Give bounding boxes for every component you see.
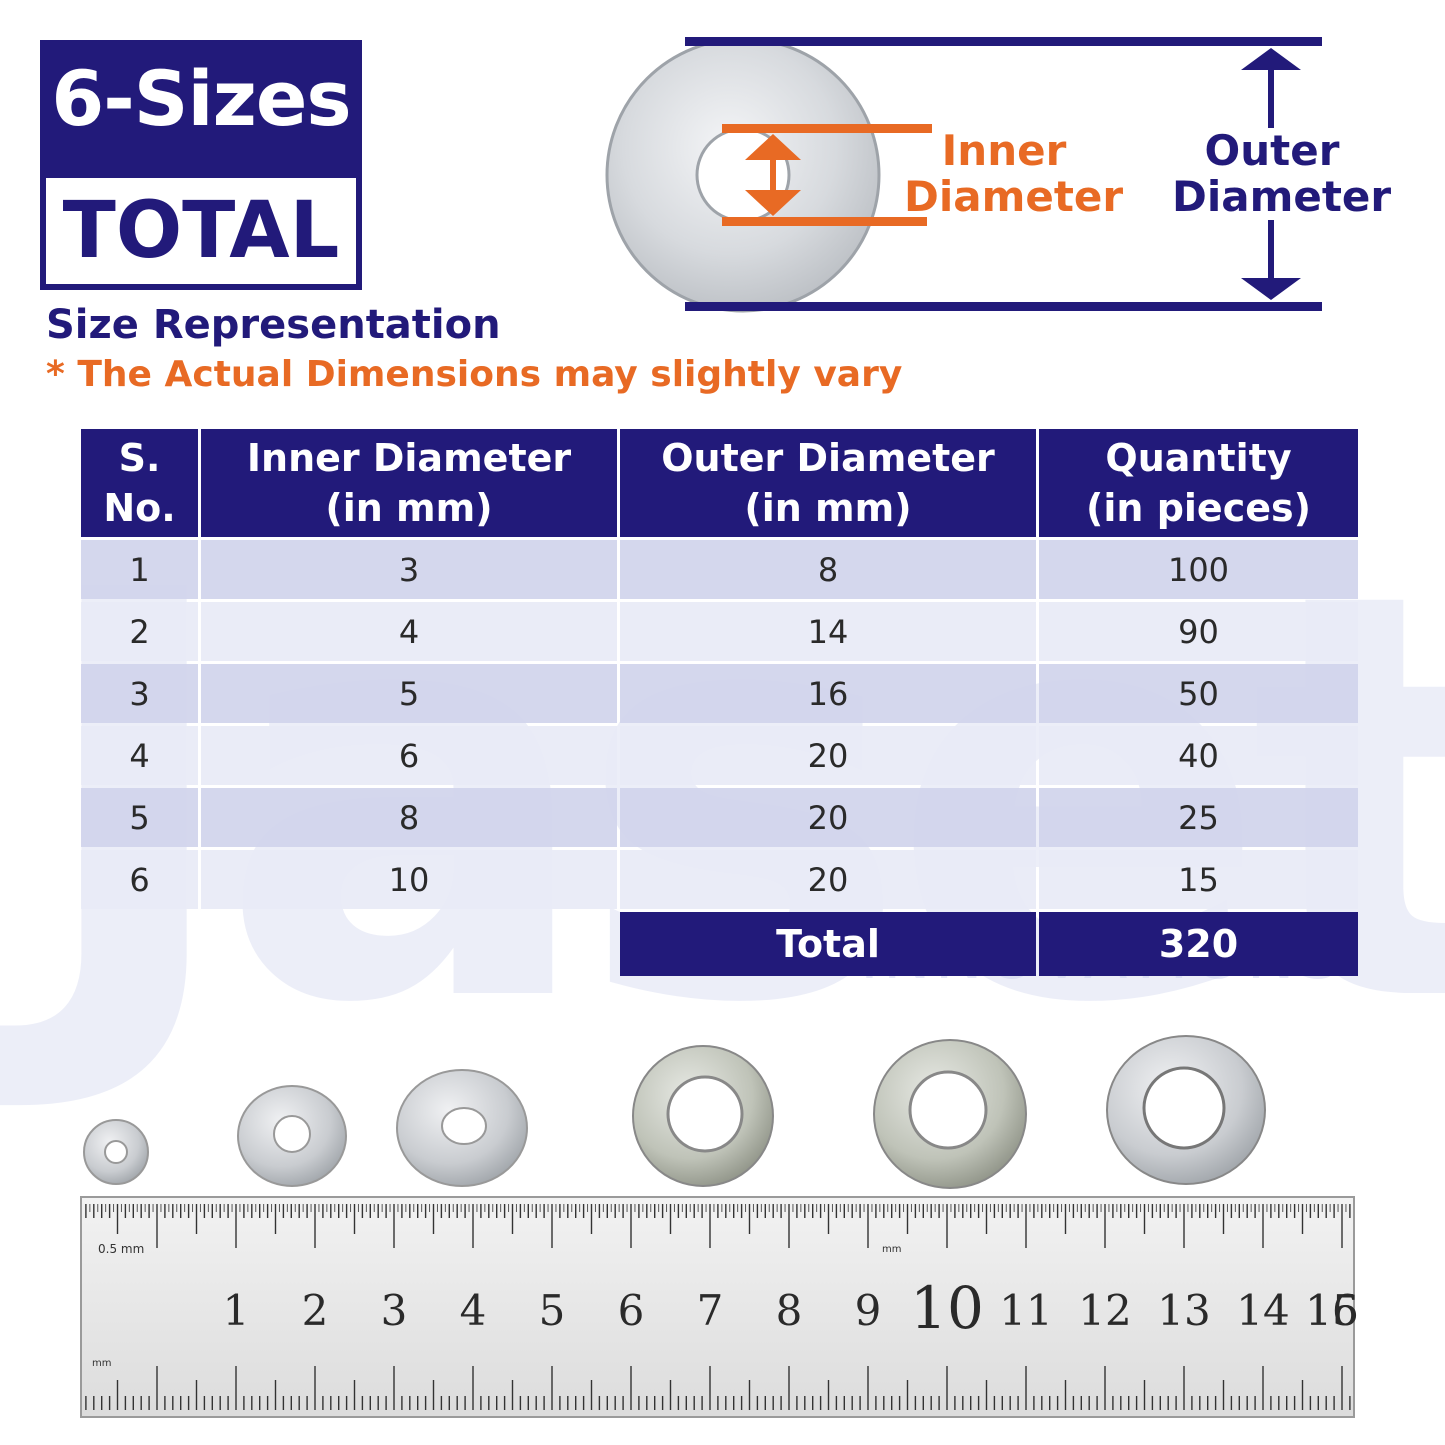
disclaimer-note: * The Actual Dimensions may slightly var… bbox=[46, 354, 903, 395]
sizes-badge: 6-Sizes TOTAL bbox=[40, 40, 362, 290]
ruler-ticks bbox=[85, 1204, 1351, 1410]
cell-inner: 5 bbox=[201, 664, 617, 723]
ruler-number: 11 bbox=[999, 1286, 1053, 1335]
total-blank bbox=[81, 912, 198, 976]
table-header-row: S. No. Inner Diameter (in mm) Outer Diamet… bbox=[81, 429, 1358, 537]
ruler-mm-label-bottom: mm bbox=[92, 1358, 112, 1369]
cell-serial: 3 bbox=[81, 664, 198, 723]
header-serial: S. No. bbox=[81, 429, 198, 537]
header-outer-line2: (in mm) bbox=[744, 486, 912, 530]
table-row: 3 5 16 50 bbox=[81, 664, 1358, 723]
header-inner-diameter: Inner Diameter (in mm) bbox=[201, 429, 617, 537]
inner-arrow bbox=[745, 134, 801, 216]
table-total-row: Total 320 bbox=[81, 912, 1358, 976]
inner-diameter-label: Inner Diameter bbox=[904, 126, 1124, 221]
size-representation-heading: Size Representation bbox=[46, 302, 501, 348]
badge-top-text: 6-Sizes bbox=[51, 54, 351, 143]
cell-outer: 20 bbox=[620, 850, 1036, 909]
inner-label-line2: Diameter bbox=[904, 172, 1124, 221]
washer-size-5 bbox=[873, 1039, 1027, 1189]
cell-quantity: 90 bbox=[1039, 602, 1358, 661]
table-row: 2 4 14 90 bbox=[81, 602, 1358, 661]
cell-inner: 8 bbox=[201, 788, 617, 847]
header-serial-line2: No. bbox=[103, 486, 176, 530]
header-inner-line1: Inner Diameter bbox=[246, 436, 572, 480]
header-qty-line1: Quantity bbox=[1105, 436, 1292, 480]
outer-diameter-label: Outer Diameter bbox=[1172, 126, 1392, 221]
outer-bottom-line bbox=[685, 302, 1322, 311]
cell-quantity: 25 bbox=[1039, 788, 1358, 847]
header-outer-line1: Outer Diameter bbox=[661, 436, 995, 480]
washer-diagram bbox=[605, 37, 1322, 313]
outer-label-line1: Outer bbox=[1204, 126, 1340, 175]
cell-quantity: 40 bbox=[1039, 726, 1358, 785]
cell-serial: 4 bbox=[81, 726, 198, 785]
ruler-small-label: 0.5 mm bbox=[98, 1242, 145, 1256]
header-serial-line1: S. bbox=[118, 436, 161, 480]
ruler-number: 5 bbox=[538, 1286, 566, 1335]
cell-outer: 8 bbox=[620, 540, 1036, 599]
ruler-number: 6 bbox=[617, 1286, 645, 1335]
washer-size-2 bbox=[237, 1085, 347, 1187]
washer-size-4 bbox=[632, 1045, 774, 1187]
washer-size-6 bbox=[1106, 1035, 1266, 1185]
table-row: 1 3 8 100 bbox=[81, 540, 1358, 599]
header-qty-line2: (in pieces) bbox=[1086, 486, 1311, 530]
ruler-number: 8 bbox=[775, 1286, 803, 1335]
total-value: 320 bbox=[1039, 912, 1358, 976]
ruler-number: 12 bbox=[1078, 1286, 1132, 1335]
cell-inner: 4 bbox=[201, 602, 617, 661]
cell-serial: 5 bbox=[81, 788, 198, 847]
badge-bottom-text: TOTAL bbox=[46, 178, 356, 284]
inner-label-line1: Inner bbox=[941, 126, 1067, 175]
cell-inner: 6 bbox=[201, 726, 617, 785]
header-outer-diameter: Outer Diameter (in mm) bbox=[620, 429, 1036, 537]
washer-size-3 bbox=[396, 1069, 528, 1187]
ruler-number: 16 bbox=[1305, 1286, 1359, 1335]
outer-arrow bbox=[1241, 48, 1301, 300]
ruler-number: 3 bbox=[380, 1286, 408, 1335]
cell-outer: 14 bbox=[620, 602, 1036, 661]
ruler-mm-label: mm bbox=[882, 1244, 902, 1255]
washer-size-1 bbox=[83, 1119, 149, 1185]
table-row: 4 6 20 40 bbox=[81, 726, 1358, 785]
cell-serial: 2 bbox=[81, 602, 198, 661]
table-row: 6 10 20 15 bbox=[81, 850, 1358, 909]
header-quantity: Quantity (in pieces) bbox=[1039, 429, 1358, 537]
cell-quantity: 15 bbox=[1039, 850, 1358, 909]
ruler-number: 13 bbox=[1157, 1286, 1211, 1335]
ruler: 0.5 mm mm mm 1 2 3 4 5 6 7 8 9 10 11 12 13 14 15 16 bbox=[80, 1196, 1359, 1418]
cell-quantity: 50 bbox=[1039, 664, 1358, 723]
washer-image bbox=[605, 37, 881, 313]
ruler-number: 15 bbox=[1305, 1286, 1359, 1335]
ruler-number: 7 bbox=[696, 1286, 724, 1335]
table-row: 5 8 20 25 bbox=[81, 788, 1358, 847]
inner-top-line bbox=[722, 124, 932, 133]
inner-bottom-line bbox=[722, 217, 927, 226]
ruler-number: 4 bbox=[459, 1286, 487, 1335]
cell-inner: 10 bbox=[201, 850, 617, 909]
cell-serial: 6 bbox=[81, 850, 198, 909]
cell-quantity: 100 bbox=[1039, 540, 1358, 599]
cell-inner: 3 bbox=[201, 540, 617, 599]
cell-outer: 20 bbox=[620, 788, 1036, 847]
cell-serial: 1 bbox=[81, 540, 198, 599]
outer-label-line2: Diameter bbox=[1172, 172, 1392, 221]
ruler-number: 9 bbox=[854, 1286, 882, 1335]
total-blank bbox=[201, 912, 617, 976]
outer-top-line bbox=[685, 37, 1322, 46]
sizes-table: S. No. Inner Diameter (in mm) Outer Diamet… bbox=[78, 426, 1361, 979]
washers-photo bbox=[83, 1035, 1266, 1189]
cell-outer: 20 bbox=[620, 726, 1036, 785]
ruler-number: 1 bbox=[222, 1286, 250, 1335]
header-inner-line2: (in mm) bbox=[325, 486, 493, 530]
cell-outer: 16 bbox=[620, 664, 1036, 723]
ruler-number: 2 bbox=[301, 1286, 329, 1335]
ruler-number: 10 bbox=[910, 1274, 984, 1342]
total-label: Total bbox=[620, 912, 1036, 976]
ruler-number: 14 bbox=[1236, 1286, 1290, 1335]
